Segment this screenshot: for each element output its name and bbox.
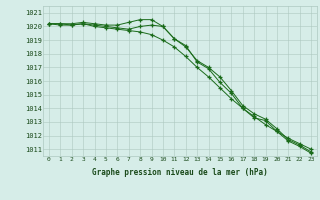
- X-axis label: Graphe pression niveau de la mer (hPa): Graphe pression niveau de la mer (hPa): [92, 168, 268, 177]
